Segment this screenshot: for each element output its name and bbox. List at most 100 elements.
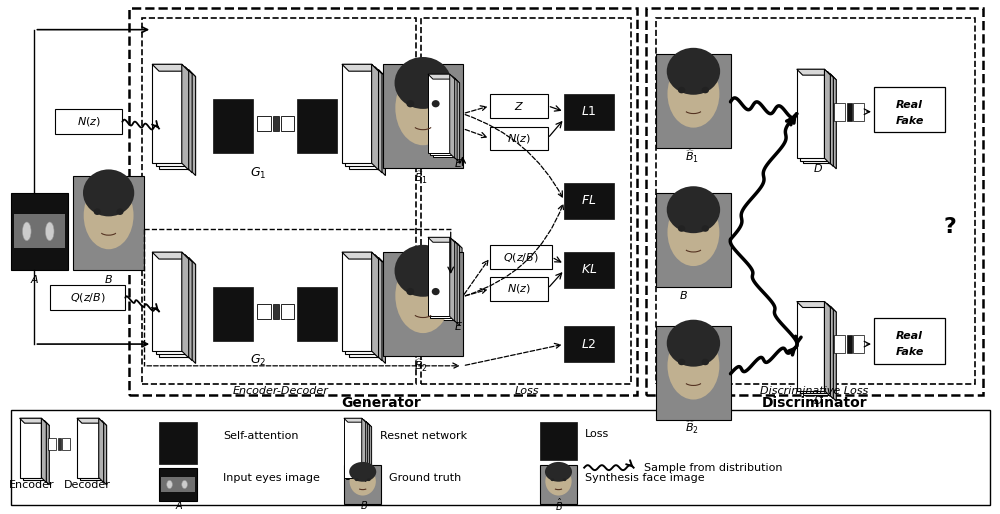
Text: Discriminative Loss: Discriminative Loss [760, 386, 869, 396]
Bar [342, 64, 372, 163]
Bar [48, 438, 56, 450]
Ellipse shape [406, 100, 414, 107]
Bar [159, 70, 189, 169]
Bar [345, 255, 375, 354]
Polygon shape [41, 418, 46, 483]
Bar [342, 252, 372, 351]
Bar [20, 418, 41, 478]
Ellipse shape [367, 479, 371, 481]
Polygon shape [152, 252, 189, 259]
Ellipse shape [545, 462, 572, 482]
Text: $\widehat{B}_2$: $\widehat{B}_2$ [414, 357, 428, 374]
Polygon shape [428, 237, 455, 242]
Bar [564, 183, 614, 218]
Text: Decoder: Decoder [63, 481, 110, 490]
Ellipse shape [667, 320, 720, 366]
Bar [430, 76, 452, 155]
Bar [152, 64, 182, 163]
Bar [80, 420, 102, 480]
Text: Sample from distribution: Sample from distribution [644, 463, 782, 473]
Ellipse shape [22, 222, 31, 241]
Bar [847, 103, 852, 121]
Polygon shape [364, 420, 368, 483]
Text: Encoder-Decoder: Encoder-Decoder [233, 386, 329, 396]
Ellipse shape [83, 170, 134, 216]
Bar [55, 109, 122, 135]
Text: $G_2$: $G_2$ [250, 353, 266, 369]
Ellipse shape [84, 181, 134, 249]
Text: $N(z)$: $N(z)$ [507, 282, 531, 295]
Polygon shape [803, 306, 836, 312]
Polygon shape [457, 243, 462, 327]
Text: $\widehat{B}_1$: $\widehat{B}_1$ [414, 170, 428, 186]
Polygon shape [455, 78, 460, 162]
Bar [273, 304, 279, 319]
Polygon shape [803, 74, 836, 80]
Text: $D$: $D$ [813, 162, 824, 174]
Polygon shape [185, 255, 192, 361]
Text: $E$: $E$ [454, 320, 463, 332]
Bar [564, 326, 614, 362]
Bar [159, 468, 197, 501]
Bar [490, 277, 548, 301]
Text: $B$: $B$ [104, 273, 113, 285]
Ellipse shape [432, 100, 440, 107]
Ellipse shape [395, 259, 451, 333]
Ellipse shape [432, 288, 440, 295]
Polygon shape [433, 241, 460, 246]
Bar [564, 94, 614, 130]
Bar [421, 18, 631, 383]
Bar [344, 418, 362, 478]
Polygon shape [102, 420, 107, 485]
Bar [281, 116, 294, 132]
Polygon shape [830, 74, 836, 169]
Polygon shape [159, 70, 196, 77]
Bar [344, 465, 381, 504]
Text: Real: Real [896, 100, 923, 110]
Bar [490, 94, 548, 118]
Polygon shape [348, 421, 370, 426]
Text: $Q(z/B)$: $Q(z/B)$ [503, 250, 539, 264]
Ellipse shape [667, 186, 720, 233]
Ellipse shape [702, 225, 709, 232]
Polygon shape [824, 69, 830, 164]
Bar [797, 69, 824, 158]
Bar [156, 255, 185, 354]
Bar [540, 465, 577, 504]
Text: ?: ? [944, 217, 956, 237]
Bar [297, 287, 337, 341]
Text: $\hat{B}$: $\hat{B}$ [555, 497, 564, 513]
Ellipse shape [349, 462, 376, 482]
Bar [58, 438, 61, 450]
Bar [433, 78, 455, 157]
Polygon shape [797, 69, 830, 75]
Polygon shape [156, 255, 192, 262]
Text: Loss: Loss [515, 386, 539, 396]
Polygon shape [152, 64, 189, 71]
Polygon shape [189, 70, 196, 176]
Ellipse shape [45, 222, 54, 241]
Bar [800, 304, 827, 393]
Polygon shape [342, 64, 379, 71]
Polygon shape [827, 304, 833, 399]
Text: $D$: $D$ [813, 394, 824, 407]
Bar [540, 422, 577, 460]
Ellipse shape [406, 288, 414, 295]
Polygon shape [824, 302, 830, 396]
Text: $A$: $A$ [30, 273, 39, 285]
Text: Real: Real [896, 331, 923, 341]
Polygon shape [435, 80, 462, 85]
Text: Fake: Fake [895, 347, 924, 357]
Polygon shape [362, 418, 366, 482]
Bar [383, 252, 463, 356]
Ellipse shape [395, 57, 452, 109]
Bar [345, 67, 375, 166]
Bar [834, 103, 845, 121]
Polygon shape [159, 258, 196, 265]
Polygon shape [44, 420, 49, 485]
Ellipse shape [167, 481, 172, 488]
Text: $N(z)$: $N(z)$ [507, 132, 531, 145]
Polygon shape [344, 418, 366, 422]
Polygon shape [372, 252, 379, 358]
Ellipse shape [667, 198, 719, 266]
